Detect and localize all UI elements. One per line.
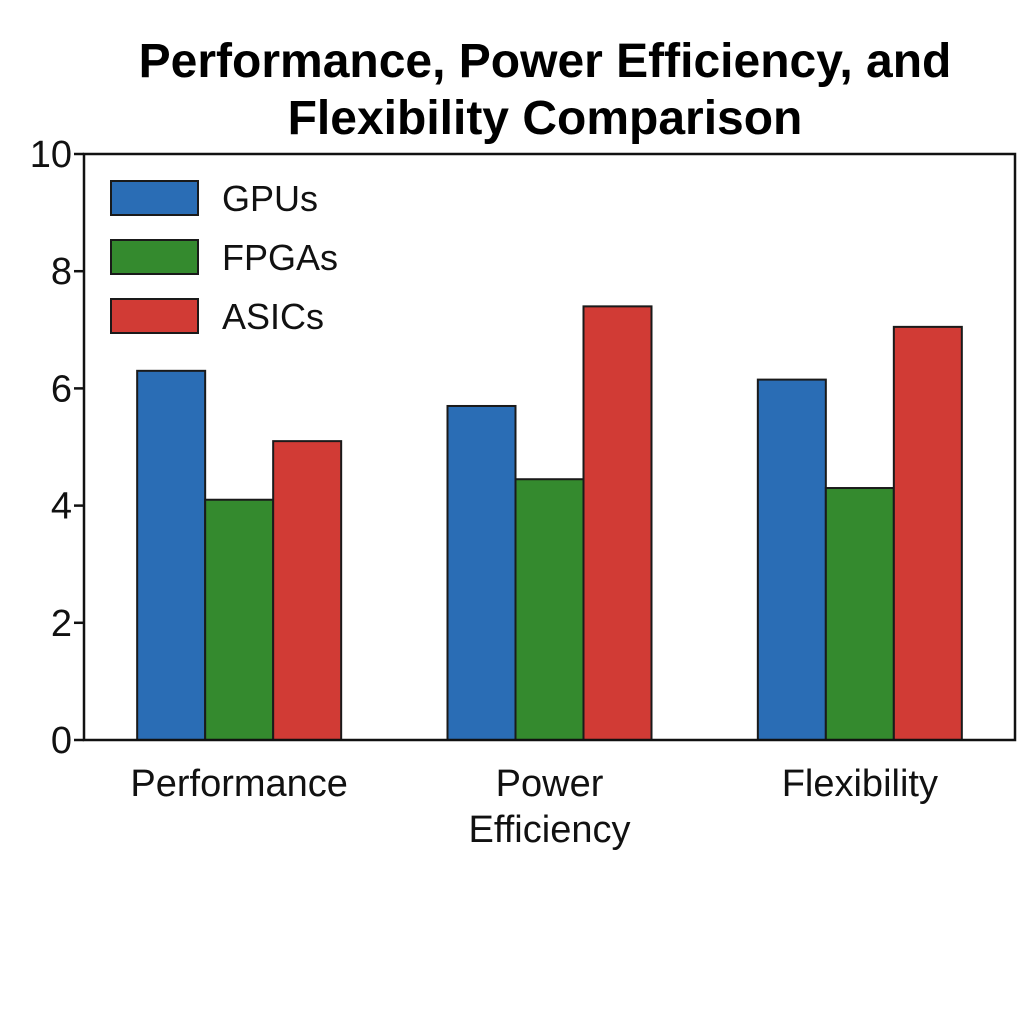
y-tick-label: 2 xyxy=(51,603,72,645)
y-tick-label: 0 xyxy=(51,720,72,762)
legend-swatch-fpgas xyxy=(110,239,199,275)
plot-frame xyxy=(82,152,1017,742)
bar-gpus-power-efficiency xyxy=(446,404,517,741)
bar-asics-power-efficiency xyxy=(582,305,653,741)
x-category-label: Power xyxy=(496,763,604,805)
legend-label-fpgas: FPGAs xyxy=(222,237,338,278)
y-axis-ticks: 0 2 4 6 8 10 xyxy=(30,134,84,762)
bar-asics-performance xyxy=(272,440,343,741)
chart-title-line-1: Performance, Power Efficiency, and xyxy=(139,35,952,88)
bars xyxy=(136,305,963,741)
x-category-label: Efficiency xyxy=(469,809,631,851)
legend-label-asics: ASICs xyxy=(222,296,324,337)
chart-title: Performance, Power Efficiency, and Flexi… xyxy=(139,35,952,145)
bar-fpgas-performance xyxy=(204,498,275,741)
y-tick-label: 6 xyxy=(51,368,72,410)
y-tick-label: 10 xyxy=(30,134,72,176)
legend-label-gpus: GPUs xyxy=(222,178,318,219)
x-category-label: Flexibility xyxy=(782,763,938,805)
chart-title-line-2: Flexibility Comparison xyxy=(288,92,803,145)
y-tick-label: 4 xyxy=(51,486,72,528)
legend-swatch-gpus xyxy=(110,180,199,216)
bar-gpus-performance xyxy=(136,369,207,741)
legend: GPUs FPGAs ASICs xyxy=(110,178,338,337)
bar-asics-flexibility xyxy=(892,325,963,741)
legend-swatch-asics xyxy=(110,298,199,334)
bar-gpus-flexibility xyxy=(756,378,827,741)
x-category-label: Performance xyxy=(130,763,348,805)
bar-fpgas-power-efficiency xyxy=(514,478,585,741)
bar-fpgas-flexibility xyxy=(824,487,895,741)
y-tick-label: 8 xyxy=(51,251,72,293)
